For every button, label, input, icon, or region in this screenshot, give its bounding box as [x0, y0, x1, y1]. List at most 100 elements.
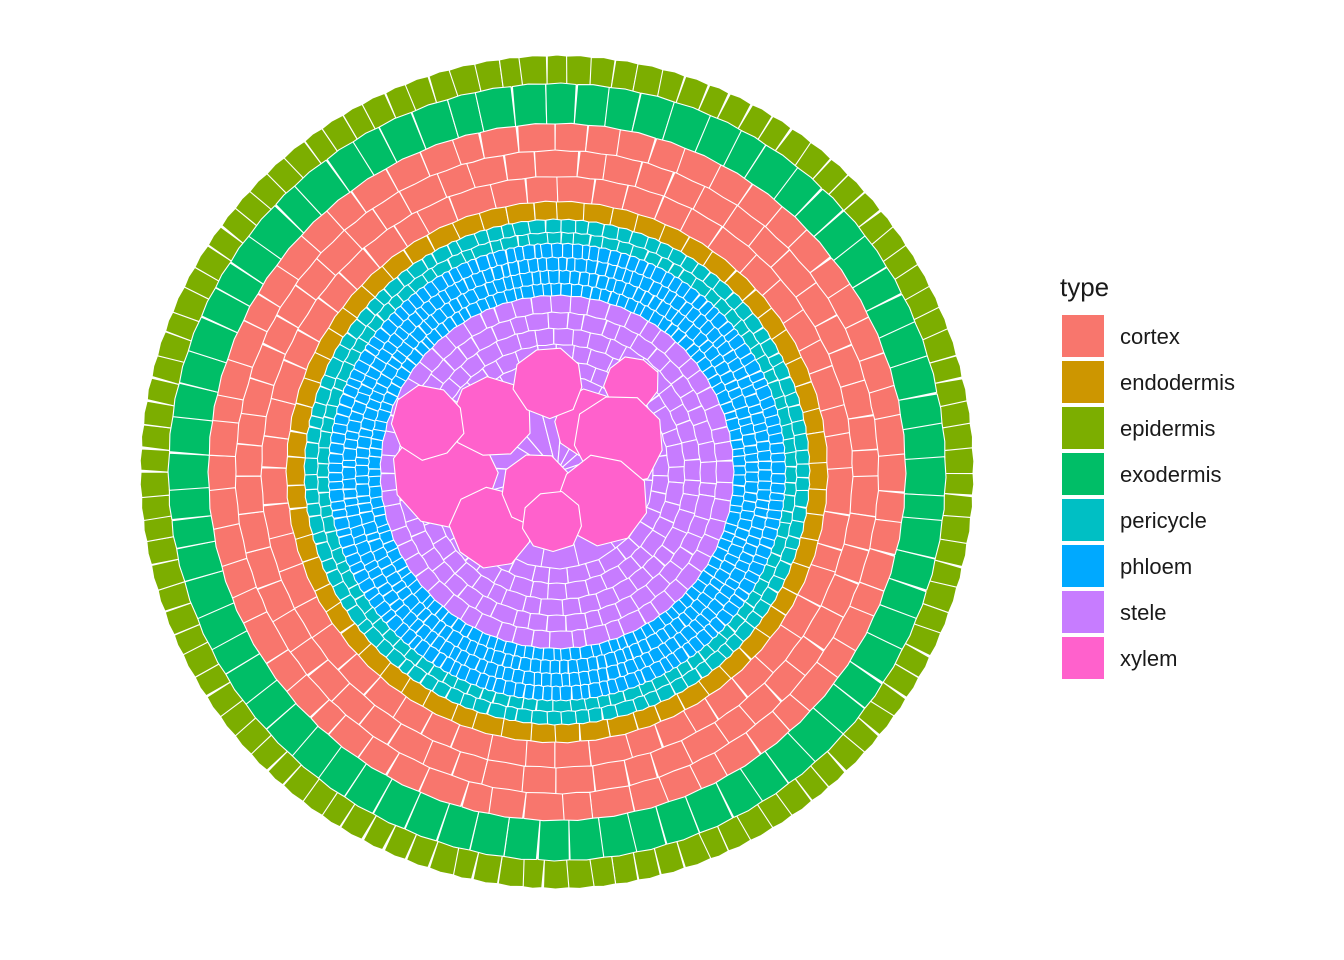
pericycle-cell [784, 391, 801, 408]
phloem-cell [327, 452, 344, 465]
phloem-cell [539, 242, 553, 259]
pericycle-cell [574, 709, 591, 725]
endodermis-cell [285, 456, 307, 486]
cortex-cell [823, 466, 854, 516]
epidermis-cell [566, 55, 593, 87]
cortex-cell [525, 174, 559, 205]
epidermis-cell [139, 448, 171, 473]
cortex-cell [874, 413, 906, 457]
cortex-cell [208, 487, 240, 530]
phloem-cell [737, 577, 757, 595]
pericycle-cell [325, 568, 344, 588]
pericycle-cell [767, 574, 786, 594]
epidermis-cell [139, 471, 171, 499]
pericycle-cell [339, 332, 358, 351]
phloem-cell [336, 403, 353, 418]
pericycle-cell [306, 502, 322, 517]
pericycle-cell [419, 673, 439, 692]
phloem-cell [521, 244, 536, 261]
cortex-cell [207, 454, 237, 492]
legend-title: type [1060, 272, 1109, 302]
cortex-cell [561, 791, 594, 821]
phloem-cell [432, 651, 448, 669]
legend-label-pericycle: pericycle [1120, 508, 1207, 533]
phloem-cell [770, 473, 787, 485]
phloem-cell [328, 488, 345, 503]
exodermis-cell [537, 818, 570, 862]
pericycle-cell [304, 488, 320, 505]
cortex-cell [326, 191, 367, 231]
phloem-cell [561, 242, 575, 259]
phloem-cell [333, 413, 350, 426]
phloem-cell [341, 543, 359, 558]
pericycle-cell [398, 658, 416, 675]
exodermis-cell [545, 82, 577, 126]
pericycle-cell [759, 337, 780, 359]
pericycle-cell [795, 449, 811, 465]
pericycle-cell [794, 489, 810, 509]
phloem-cell [770, 461, 787, 475]
phloem-cell [681, 641, 698, 658]
phloem-cell [358, 349, 377, 367]
epidermis-cell [566, 857, 595, 889]
cortex-cell [554, 739, 592, 770]
phloem-cell [327, 472, 344, 483]
phloem-cell [733, 586, 750, 602]
pericycle-cell [314, 385, 332, 406]
phloem-cell [532, 684, 545, 701]
pericycle-cell [712, 279, 734, 302]
stele-cell [686, 369, 712, 395]
pericycle-cell [560, 710, 578, 726]
pericycle-cell [304, 441, 320, 459]
cortex-cell [386, 752, 431, 792]
pericycle-cell [586, 221, 605, 237]
epidermis-cell [518, 55, 548, 87]
pericycle-cell [346, 604, 368, 627]
cortex-cell [523, 739, 556, 770]
cortex-cell [233, 443, 263, 477]
pericycle-cell [527, 219, 547, 235]
phloem-cell [439, 656, 456, 674]
phloem-cell [542, 685, 553, 702]
pericycle-cell [530, 709, 549, 725]
cortex-cell [451, 132, 485, 166]
cortex-cell [708, 164, 753, 207]
phloem-cell [363, 586, 380, 602]
cortex-cell [260, 435, 290, 469]
endodermis-cell [533, 200, 558, 222]
pericycle-cell [795, 476, 811, 492]
cortex-cell [874, 490, 905, 524]
phloem-cell [492, 249, 509, 267]
phloem-cell [523, 683, 535, 700]
cortex-cell [351, 168, 400, 214]
stele-cell [571, 629, 587, 649]
phloem-cell [769, 482, 786, 495]
legend-swatch-pericycle [1062, 499, 1104, 541]
cortex-cell [234, 475, 265, 516]
phloem-cell [682, 286, 701, 305]
pericycle-cell [315, 540, 334, 563]
pericycle-cell [545, 218, 562, 234]
cortex-cell [849, 475, 880, 518]
phloem-cell [348, 368, 366, 383]
endodermis-cell [529, 722, 557, 744]
phloem-cell [759, 536, 776, 550]
cortex-cell [554, 122, 589, 152]
stele-cell [546, 614, 567, 634]
exodermis-cell [503, 816, 541, 861]
legend-swatch-exodermis [1062, 453, 1104, 495]
legend-swatch-endodermis [1062, 361, 1104, 403]
legend-label-cortex: cortex [1120, 324, 1180, 349]
stele-cell [664, 341, 692, 369]
stele-cell [547, 310, 569, 330]
phloem-cell [551, 685, 562, 702]
stele-cell [699, 460, 719, 485]
cortex-cell [486, 786, 527, 819]
stele-cell [547, 566, 569, 586]
phloem-cell [744, 461, 761, 473]
pericycle-cell [356, 306, 376, 327]
pericycle-cell [306, 426, 322, 445]
pericycle-cell [383, 276, 406, 299]
legend-swatch-xylem [1062, 637, 1104, 679]
exodermis-cell [511, 83, 548, 128]
